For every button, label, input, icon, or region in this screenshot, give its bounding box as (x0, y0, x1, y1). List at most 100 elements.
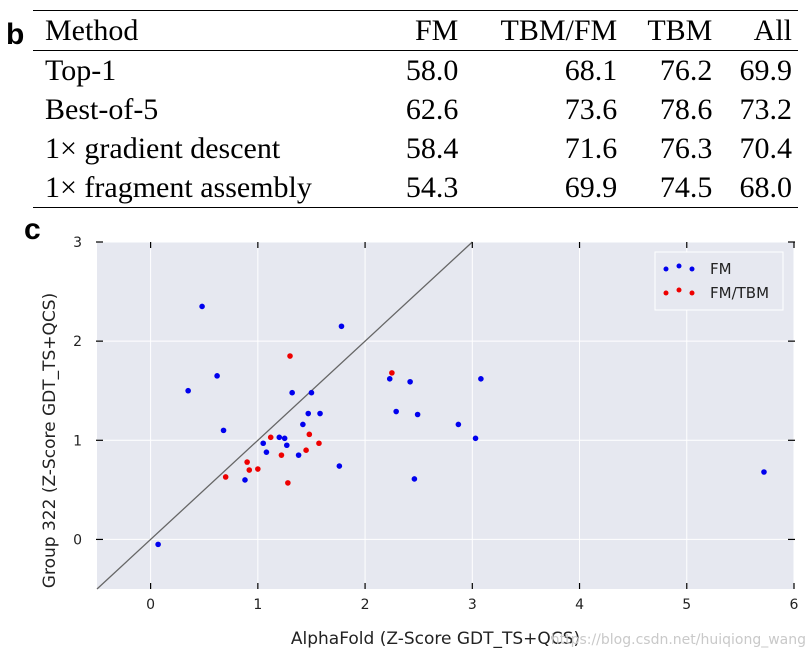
legend-marker (663, 266, 669, 272)
cell-tbm-fm: 73.6 (564, 93, 618, 126)
data-point-fm (263, 449, 270, 455)
data-point-fm-tbm (244, 459, 250, 465)
x-tick-label: 4 (575, 597, 584, 613)
cell-tbm-fm: 71.6 (564, 132, 618, 165)
x-tick-label: 3 (468, 597, 477, 613)
data-point-fm (455, 421, 462, 428)
y-axis-label: Group 322 (Z-Score GDT_TS+QCS) (40, 293, 60, 588)
data-point-fm-tbm (285, 480, 291, 486)
cell-tbm-fm: 68.1 (564, 54, 618, 87)
cell-fm: 58.0 (405, 54, 459, 87)
cell-tbm: 76.3 (659, 132, 713, 165)
x-tick-label: 5 (682, 597, 691, 613)
data-point-fm-tbm (255, 466, 261, 472)
data-point-fm (220, 427, 227, 434)
data-point-fm (478, 376, 484, 382)
x-tick-label: 0 (146, 597, 155, 613)
legend-marker (676, 287, 682, 293)
data-point-fm (283, 442, 290, 449)
legend-marker (663, 290, 669, 296)
cell-all: 68.0 (739, 171, 793, 204)
header-method: Method (45, 14, 139, 47)
x-tick-label: 6 (790, 597, 799, 613)
table-header-row: Method FM TBM/FM TBM All (33, 10, 798, 51)
panel-label-c: c (24, 213, 41, 246)
data-point-fm-tbm (287, 353, 293, 359)
data-points (155, 303, 767, 548)
cell-tbm: 74.5 (659, 171, 713, 204)
y-tick-label: 3 (73, 235, 82, 251)
cell-fm: 54.3 (405, 171, 459, 204)
y-tick-label: 1 (73, 433, 82, 449)
cell-tbm: 78.6 (659, 93, 713, 126)
diagonal-line (96, 241, 473, 590)
y-tick-label: 2 (73, 334, 82, 350)
cell-fm: 62.6 (405, 93, 459, 126)
header-tbm-fm: TBM/FM (500, 14, 618, 47)
table-row: Top-1 58.0 68.1 76.2 69.9 (33, 51, 798, 91)
data-point-fm (289, 389, 295, 396)
data-point-fm-tbm (303, 447, 309, 453)
row-method: 1× fragment assembly (45, 171, 312, 204)
data-point-fm-tbm (267, 434, 274, 441)
watermark: https://blog.csdn.net/huiqiong_wang (551, 632, 806, 648)
data-point-fm (199, 303, 205, 310)
cell-fm: 58.4 (405, 132, 459, 165)
legend-marker (676, 263, 682, 269)
cell-all: 70.4 (739, 132, 793, 165)
data-point-fm-tbm (246, 467, 253, 473)
data-point-fm (386, 376, 393, 382)
data-point-fm (407, 378, 413, 385)
header-tbm: TBM (647, 14, 713, 47)
header-fm: FM (414, 14, 459, 47)
cell-tbm: 76.2 (659, 54, 713, 87)
y-tick-label: 0 (73, 532, 82, 548)
data-point-fm (260, 440, 267, 447)
data-point-fm (761, 469, 767, 475)
data-point-fm (308, 389, 315, 396)
legend: FM FM/TBM (654, 251, 784, 311)
data-point-fm-tbm (306, 431, 313, 438)
legend-label: FM/TBM (710, 284, 769, 302)
data-point-fm (185, 387, 191, 394)
row-method: Top-1 (45, 54, 117, 87)
table-row: 1× fragment assembly 54.3 69.9 74.5 68.0 (33, 168, 798, 208)
grid-lines (97, 241, 795, 589)
legend-marker (689, 266, 695, 272)
data-point-fm (276, 434, 283, 441)
cell-all: 73.2 (739, 93, 793, 126)
data-point-fm (305, 410, 312, 417)
legend-box (654, 251, 784, 311)
data-point-fm-tbm (316, 440, 322, 447)
data-point-fm (242, 477, 248, 483)
x-tick-label: 1 (253, 597, 262, 613)
data-point-fm (411, 476, 418, 482)
axis-ticks: 0 1 2 3 4 5 6 0 1 2 3 (73, 235, 798, 613)
panel-label-b: b (6, 18, 25, 51)
legend-marker (689, 290, 695, 296)
data-point-fm (281, 435, 288, 442)
row-method: Best-of-5 (45, 93, 159, 126)
cell-tbm-fm: 69.9 (564, 171, 618, 204)
data-point-fm (414, 411, 421, 418)
table-row: Best-of-5 62.6 73.6 78.6 73.2 (33, 90, 798, 129)
table-row: 1× gradient descent 58.4 71.6 76.3 70.4 (33, 129, 798, 168)
data-point-fm (393, 408, 399, 415)
x-tick-label: 2 (361, 597, 370, 613)
data-point-fm (300, 421, 306, 428)
data-point-fm (338, 323, 345, 330)
results-table: Method FM TBM/FM TBM All Top-1 58.0 68.1… (33, 10, 798, 208)
cell-all: 69.9 (739, 54, 793, 87)
x-axis-label: AlphaFold (Z-Score GDT_TS+QCS) (291, 629, 580, 649)
data-point-fm (472, 435, 479, 442)
header-all: All (753, 14, 792, 47)
data-point-fm-tbm (222, 474, 229, 480)
data-point-fm (155, 541, 161, 548)
data-point-fm (317, 410, 323, 417)
data-point-fm (336, 463, 343, 469)
row-method: 1× gradient descent (45, 132, 281, 165)
scatter-chart: 0 1 2 3 4 5 6 0 1 2 3 FM FM/TBM AlphaFold (Z-Score … (40, 235, 806, 649)
data-point-fm-tbm (389, 370, 395, 376)
data-point-fm (214, 373, 220, 379)
legend-label: FM (710, 260, 732, 278)
